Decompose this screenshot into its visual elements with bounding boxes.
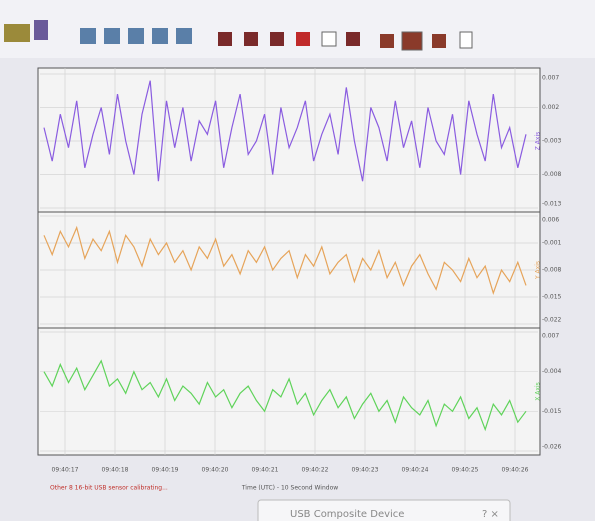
y-tick-label: -0.001: [542, 240, 562, 247]
zoom-button[interactable]: [176, 28, 192, 44]
x-tick-label: 09:40:20: [202, 467, 229, 474]
x-axis-title: Time (UTC) - 10 Second Window: [241, 485, 338, 492]
y-tick-label: 0.007: [542, 75, 559, 82]
export-button[interactable]: [460, 32, 472, 48]
x-tick-label: 09:40:24: [402, 467, 429, 474]
y-tick-label: 0.007: [542, 333, 559, 340]
y-tick-label: 0.002: [542, 104, 559, 111]
x-tick-label: 09:40:22: [302, 467, 329, 474]
zoom-button[interactable]: [104, 28, 120, 44]
pause-button[interactable]: [244, 32, 258, 46]
play-button[interactable]: [270, 32, 284, 46]
page: {"chart_data": [ {"type": "line", "title…: [0, 0, 595, 521]
record-button[interactable]: [296, 32, 310, 46]
forward-button[interactable]: [346, 32, 360, 46]
axis-name: X Axis: [535, 382, 542, 400]
dialog-title: USB Composite Device: [290, 509, 404, 520]
x-tick-label: 09:40:19: [152, 467, 179, 474]
y-tick-label: -0.015: [542, 408, 562, 415]
x-tick-label: 09:40:17: [52, 467, 79, 474]
x-tick-label: 09:40:23: [352, 467, 379, 474]
status-text: Other 8 16-bit USB sensor calibrating...: [50, 485, 168, 492]
y-tick-label: -0.004: [542, 368, 562, 375]
zoom-button[interactable]: [128, 28, 144, 44]
x-tick-label: 09:40:18: [102, 467, 129, 474]
stop-button[interactable]: [322, 32, 336, 46]
y-tick-label: -0.015: [542, 294, 562, 301]
x-tick-label: 09:40:26: [502, 467, 529, 474]
zoom-button[interactable]: [80, 28, 96, 44]
axis-name: Z Axis: [535, 132, 542, 150]
rewind-button[interactable]: [218, 32, 232, 46]
y-tick-label: -0.026: [542, 444, 562, 451]
toolbar: [0, 0, 595, 58]
tool-button[interactable]: [432, 34, 446, 48]
y-tick-label: -0.013: [542, 201, 562, 208]
y-tick-label: 0.006: [542, 217, 559, 224]
screen: Other 8 16-bit USB sensor calibrating...…: [0, 0, 595, 521]
y-tick-label: -0.022: [542, 317, 562, 324]
dialog-close[interactable]: ? ×: [482, 509, 499, 520]
y-tick-label: -0.008: [542, 171, 562, 178]
open-button[interactable]: [4, 24, 30, 42]
y-tick-label: -0.008: [542, 267, 562, 274]
save-button[interactable]: [34, 20, 48, 40]
zoom-button[interactable]: [152, 28, 168, 44]
axis-name: Y Axis: [535, 261, 542, 280]
x-tick-label: 09:40:25: [452, 467, 479, 474]
y-tick-label: -0.003: [542, 138, 562, 145]
tool-button[interactable]: [402, 32, 422, 50]
x-tick-label: 09:40:21: [252, 467, 279, 474]
tool-button[interactable]: [380, 34, 394, 48]
